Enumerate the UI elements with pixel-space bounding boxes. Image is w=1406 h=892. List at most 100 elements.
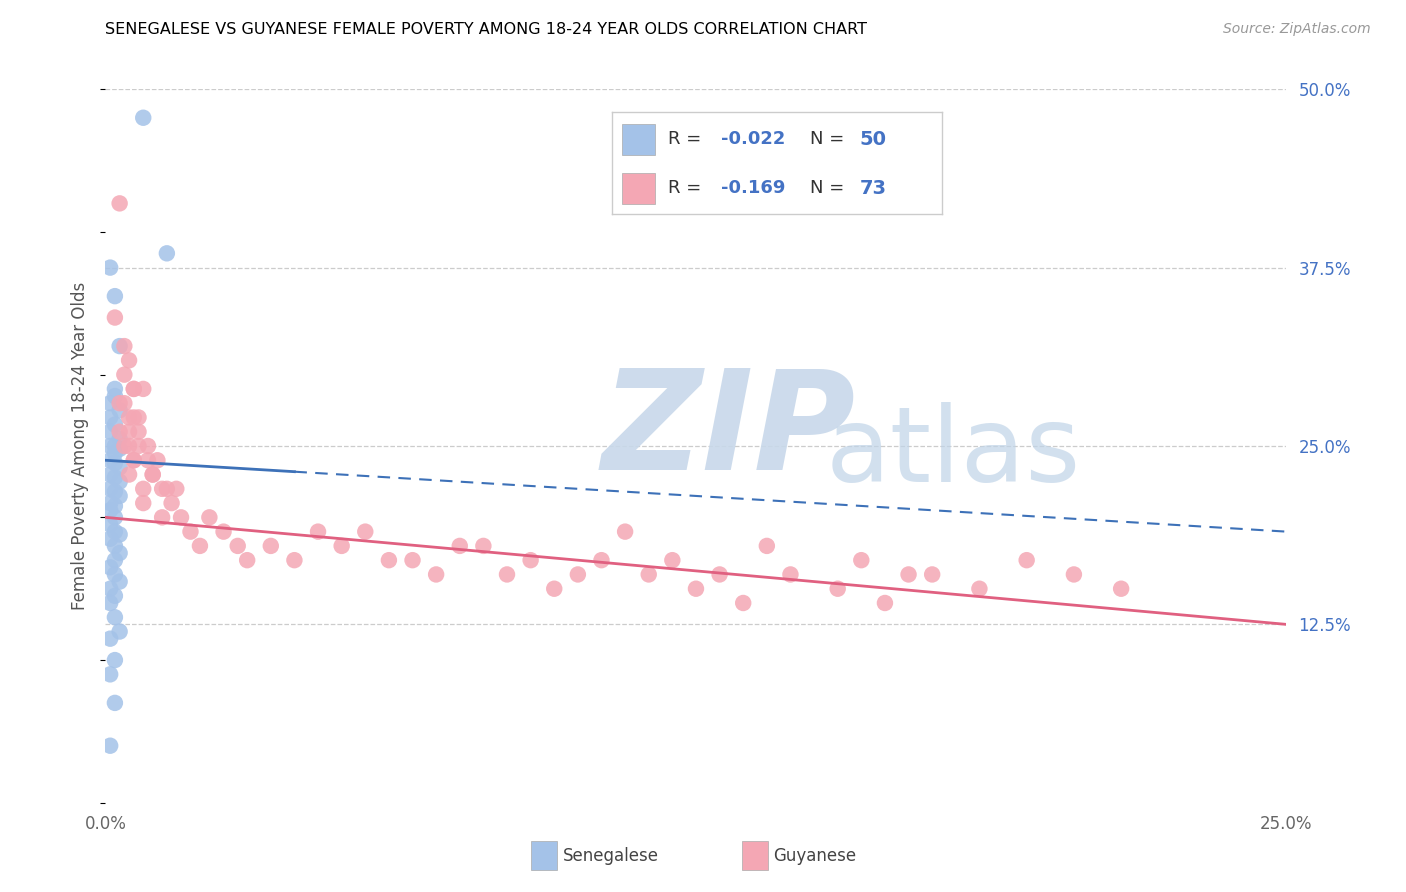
Point — [330, 539, 353, 553]
Text: N =: N = — [810, 179, 849, 197]
Y-axis label: Female Poverty Among 18-24 Year Olds: Female Poverty Among 18-24 Year Olds — [72, 282, 90, 610]
Point — [150, 510, 173, 524]
Point — [132, 496, 155, 510]
Point — [122, 453, 145, 467]
Point — [614, 524, 637, 539]
Point — [226, 539, 249, 553]
Point — [236, 553, 259, 567]
Point — [519, 553, 541, 567]
Point — [921, 567, 943, 582]
Point — [897, 567, 920, 582]
Point — [104, 539, 127, 553]
Text: -0.022: -0.022 — [721, 130, 785, 148]
Point — [122, 382, 145, 396]
Point — [104, 567, 127, 582]
Point — [160, 496, 183, 510]
Point — [104, 696, 127, 710]
Point — [98, 425, 121, 439]
Point — [98, 582, 121, 596]
Point — [1015, 553, 1038, 567]
Point — [98, 596, 121, 610]
Point — [969, 582, 991, 596]
Text: 50: 50 — [859, 129, 886, 149]
Point — [108, 339, 131, 353]
Point — [104, 382, 127, 396]
Point — [132, 382, 155, 396]
Point — [132, 111, 155, 125]
Point — [401, 553, 423, 567]
Point — [104, 289, 127, 303]
Point — [733, 596, 755, 610]
Point — [108, 527, 131, 541]
Point — [118, 410, 141, 425]
Point — [104, 524, 127, 539]
Point — [122, 382, 145, 396]
Point — [104, 553, 127, 567]
Point — [118, 425, 141, 439]
Point — [104, 417, 127, 432]
Point — [98, 532, 121, 546]
Point — [851, 553, 873, 567]
Point — [873, 596, 896, 610]
Point — [128, 425, 150, 439]
Point — [128, 439, 150, 453]
Text: Source: ZipAtlas.com: Source: ZipAtlas.com — [1223, 22, 1371, 37]
Text: SENEGALESE VS GUYANESE FEMALE POVERTY AMONG 18-24 YEAR OLDS CORRELATION CHART: SENEGALESE VS GUYANESE FEMALE POVERTY AM… — [105, 22, 868, 37]
Point — [283, 553, 305, 567]
Point — [425, 567, 447, 582]
Point — [108, 475, 131, 489]
Point — [118, 353, 141, 368]
Point — [122, 410, 145, 425]
Point — [755, 539, 778, 553]
Point — [354, 524, 377, 539]
Point — [170, 510, 193, 524]
Point — [98, 467, 121, 482]
Point — [150, 482, 173, 496]
Point — [98, 496, 121, 510]
Point — [104, 484, 127, 499]
Text: Guyanese: Guyanese — [773, 847, 856, 865]
Point — [1063, 567, 1085, 582]
Point — [709, 567, 731, 582]
Point — [104, 610, 127, 624]
Point — [136, 453, 159, 467]
Point — [108, 432, 131, 446]
Point — [779, 567, 801, 582]
Point — [142, 467, 165, 482]
Point — [307, 524, 329, 539]
Point — [188, 539, 211, 553]
Text: 73: 73 — [859, 179, 886, 198]
Text: ZIP: ZIP — [602, 364, 856, 500]
Point — [98, 667, 121, 681]
Point — [108, 546, 131, 560]
Point — [104, 389, 127, 403]
Point — [98, 739, 121, 753]
Point — [104, 589, 127, 603]
Point — [496, 567, 519, 582]
Text: -0.169: -0.169 — [721, 179, 785, 197]
Point — [146, 453, 169, 467]
Point — [378, 553, 401, 567]
Point — [156, 246, 179, 260]
Point — [98, 396, 121, 410]
Point — [104, 456, 127, 470]
Point — [98, 560, 121, 574]
Point — [108, 425, 131, 439]
Point — [449, 539, 471, 553]
Point — [104, 439, 127, 453]
Point — [98, 482, 121, 496]
Point — [543, 582, 565, 596]
Point — [142, 467, 165, 482]
Point — [98, 410, 121, 425]
Point — [104, 510, 127, 524]
Point — [108, 460, 131, 475]
Point — [122, 453, 145, 467]
Point — [98, 517, 121, 532]
Bar — [621, 124, 655, 154]
Point — [1109, 582, 1132, 596]
Point — [98, 632, 121, 646]
Point — [156, 482, 179, 496]
Point — [260, 539, 283, 553]
Point — [165, 482, 187, 496]
Point — [108, 396, 131, 410]
